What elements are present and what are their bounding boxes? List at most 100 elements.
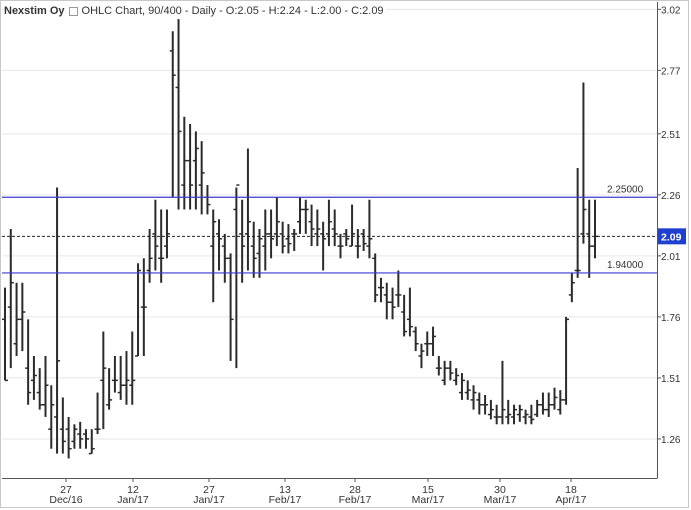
x-tick-month: Dec/16 [49, 494, 82, 506]
ohlc-bar [395, 270, 402, 308]
ohlc-bar [13, 282, 20, 356]
ohlc-bar [482, 395, 489, 415]
y-tick-label: 2.26 [661, 191, 681, 202]
ohlc-bar [291, 229, 298, 251]
ohlc-bar [94, 392, 101, 435]
ohlc-bar [528, 404, 535, 425]
ohlc-bar [216, 219, 223, 271]
y-tick-label: 2.01 [661, 252, 681, 263]
horizontal-line-label: 1.94000 [607, 260, 644, 271]
ohlc-bar [453, 368, 460, 386]
x-tick-day: 27 [203, 484, 215, 496]
ohlc-bar [435, 355, 442, 376]
ohlc-bar [135, 263, 142, 357]
ohlc-bar [59, 397, 66, 454]
x-tick-day: 27 [60, 484, 72, 496]
y-tick-label: 1.26 [661, 435, 681, 446]
symbol-name: Nexstim Oy [4, 5, 65, 17]
ohlc-bar [314, 209, 321, 247]
ohlc-bar [430, 326, 437, 356]
ohlc-bar [123, 351, 130, 405]
x-tick-month: Jan/17 [193, 494, 225, 506]
ohlc-bar [273, 197, 280, 247]
ohlc-bar [169, 31, 176, 198]
ohlc-bar [539, 392, 546, 415]
ohlc-bar [100, 331, 107, 430]
ohlc-bar [476, 392, 483, 415]
ohlc-bar [412, 326, 419, 352]
ohlc-bar [343, 229, 350, 247]
ohlc-bar [337, 233, 344, 259]
ohlc-bar [499, 360, 506, 425]
x-tick-month: Mar/17 [484, 494, 517, 506]
y-tick-label: 2.77 [661, 66, 681, 77]
x-tick-day: 30 [494, 484, 506, 496]
ohlc-bar [268, 209, 275, 259]
horizontal-line-label: 2.25000 [607, 184, 644, 195]
ohlc-bar [389, 287, 396, 320]
last-price-badge [658, 228, 686, 245]
ohlc-bar [545, 392, 552, 417]
ohlc-bar [331, 209, 338, 247]
ohlc-bar [505, 399, 512, 425]
ohlc-bar [71, 424, 78, 449]
ohlc-bar [42, 355, 49, 417]
ohlc-bar [424, 331, 431, 356]
ohlc-bar [418, 343, 425, 369]
y-tick-label: 1.51 [661, 374, 681, 385]
horizontal-lines[interactable]: 2.25000 1.94000 [2, 184, 657, 274]
ohlc-bar [77, 421, 84, 449]
ohlc-bar [279, 221, 286, 254]
axes [2, 2, 658, 479]
y-tick-label: 3.02 [661, 5, 681, 16]
ohlc-bar [192, 131, 199, 210]
ohlc-bar [221, 233, 228, 283]
ohlc-bar [88, 429, 95, 455]
ohlc-bar [354, 229, 361, 259]
x-tick-month: Feb/17 [339, 494, 372, 506]
ohlc-bar [349, 204, 356, 247]
ohlc-bar [210, 209, 217, 303]
ohlc-bar [262, 209, 269, 271]
ohlc-bar [250, 221, 257, 278]
x-tick-month: Mar/17 [412, 494, 445, 506]
x-tick-month: Jan/17 [117, 494, 149, 506]
last-price-label: 2.09 [661, 231, 682, 243]
ohlc-bar [487, 399, 494, 420]
x-axis-ticks: 27Dec/1612Jan/1727Jan/1713Feb/1728Feb/17… [49, 478, 587, 506]
ohlc-bar [2, 287, 8, 382]
ohlc-bar [366, 199, 373, 259]
ohlc-bar [54, 187, 61, 454]
x-tick-month: Apr/17 [556, 494, 587, 506]
ohlc-bar [551, 387, 558, 410]
ohlc-bar [187, 124, 194, 210]
y-tick-label: 1.76 [661, 313, 681, 324]
ohlc-bar [48, 385, 55, 449]
ohlc-bar [106, 368, 113, 410]
ohlc-bar [36, 368, 43, 410]
ohlc-bar [592, 199, 598, 259]
ohlc-bar [82, 429, 89, 449]
x-tick-day: 12 [127, 484, 139, 496]
ohlc-bar [111, 355, 118, 393]
x-tick-month: Feb/17 [269, 494, 302, 506]
ohlc-bar [441, 360, 448, 386]
ohlc-bar [372, 253, 379, 303]
x-tick-day: 28 [349, 484, 361, 496]
ohlc-bar [30, 355, 37, 400]
ohlc-bar [401, 294, 408, 337]
ohlc-bar [158, 209, 165, 283]
ohlc-bar [406, 287, 413, 337]
checkbox-icon[interactable] [68, 6, 78, 16]
ohlc-bar [65, 416, 72, 459]
ohlc-bar [308, 204, 315, 247]
y-axis-ticks: 3.02 2.77 2.51 2.26 2.01 1.76 1.51 1.26 [657, 5, 681, 446]
ohlc-bar [383, 282, 390, 320]
ohlc-bar [563, 316, 570, 405]
ohlc-bar [129, 331, 136, 405]
ohlc-bar [586, 199, 593, 278]
ohlc-bar [233, 184, 240, 369]
ohlc-bar [285, 224, 292, 254]
ohlc-bar [458, 373, 465, 400]
